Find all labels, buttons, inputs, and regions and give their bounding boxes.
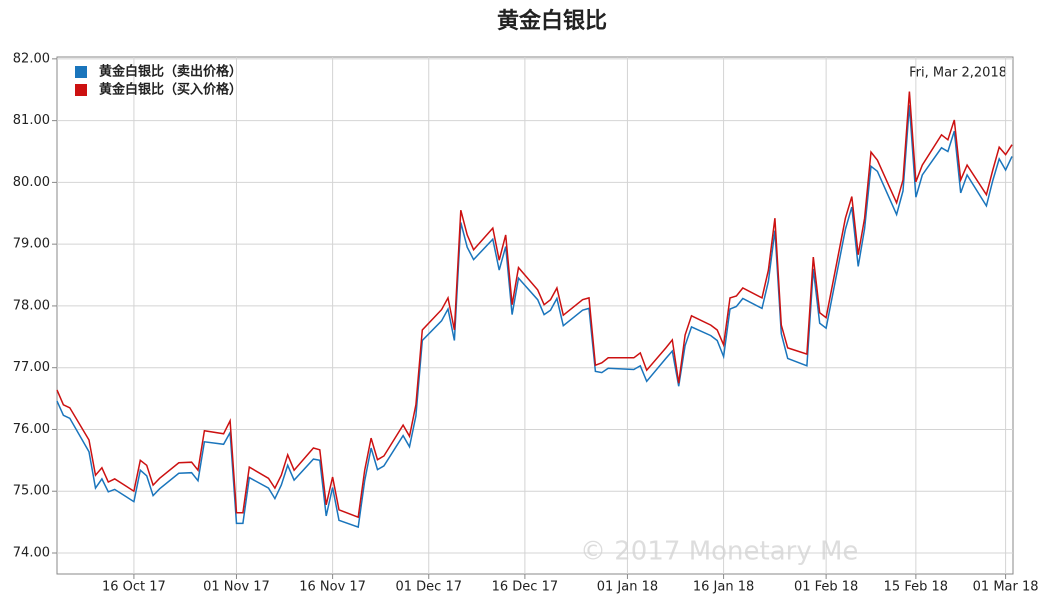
x-tick-label: 01 Dec 17: [395, 580, 462, 595]
watermark: © 2017 Monetary Me: [580, 537, 858, 567]
x-tick-label: 16 Dec 17: [492, 580, 559, 595]
y-tick-label: 75.00: [13, 484, 50, 499]
x-tick-label: 01 Mar 18: [973, 580, 1039, 595]
x-tick-label: 01 Jan 18: [597, 580, 658, 595]
y-tick-label: 77.00: [13, 360, 50, 375]
y-tick-label: 78.00: [13, 298, 50, 313]
series-line: [56, 91, 1013, 519]
legend-label: 黄金白银比（卖出价格）: [99, 64, 242, 80]
date-annotation: Fri, Mar 2,2018: [909, 66, 1007, 81]
y-tick-label: 74.00: [13, 545, 50, 560]
legend-swatch: [75, 84, 87, 96]
x-tick-label: 16 Nov 17: [299, 580, 366, 595]
y-tick-label: 81.00: [13, 113, 50, 128]
series-line: [56, 105, 1013, 529]
y-tick-label: 80.00: [13, 175, 50, 190]
chart-title: 黄金白银比: [497, 8, 607, 34]
y-tick-label: 76.00: [13, 422, 50, 437]
y-tick-label: 79.00: [13, 237, 50, 252]
legend-swatch: [75, 66, 87, 78]
x-tick-label: 16 Oct 17: [102, 580, 166, 595]
legend-label: 黄金白银比（买入价格）: [99, 82, 242, 98]
plot-frame: [56, 56, 1014, 575]
y-tick-label: 82.00: [13, 51, 50, 66]
x-tick-label: 15 Feb 18: [884, 580, 948, 595]
x-tick-label: 01 Nov 17: [203, 580, 270, 595]
x-tick-label: 16 Jan 18: [693, 580, 754, 595]
x-tick-label: 01 Feb 18: [794, 580, 858, 595]
